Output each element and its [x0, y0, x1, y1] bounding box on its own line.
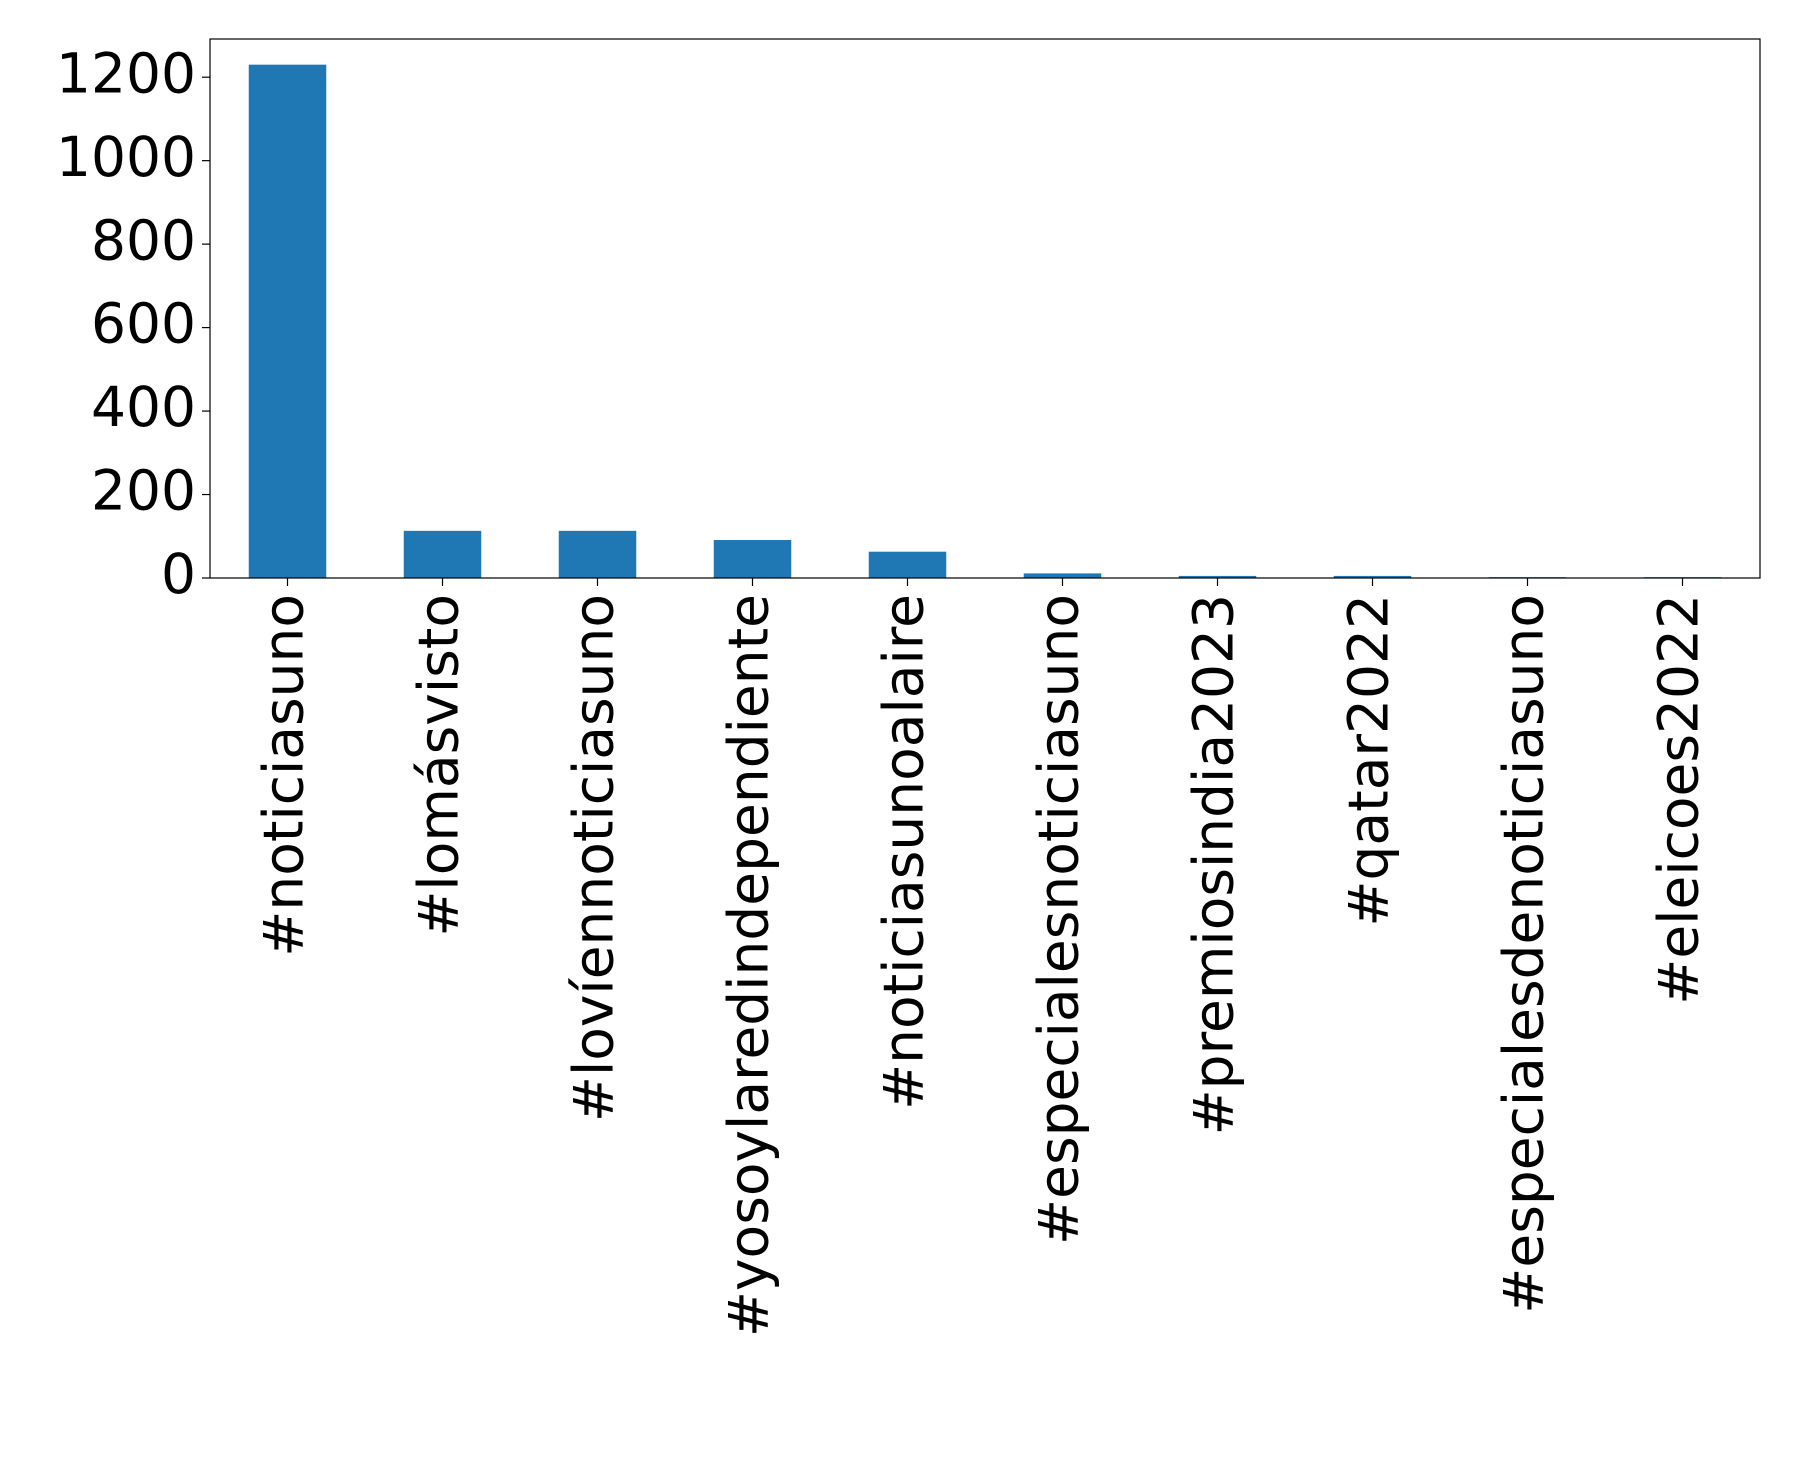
- y-tick-label: 800: [91, 208, 196, 272]
- bar: [1178, 575, 1257, 578]
- x-tick-label: #lomásvisto: [407, 594, 471, 937]
- x-tick-label: #qatar2022: [1337, 594, 1401, 927]
- x-tick-label: #noticiasunoalaire: [872, 594, 936, 1110]
- bar: [248, 64, 327, 578]
- y-tick-label: 1000: [56, 125, 196, 189]
- x-tick-label: #especialesnoticiasuno: [1027, 594, 1091, 1245]
- bar: [558, 530, 637, 578]
- x-tick-label: #especialesdenoticiasuno: [1492, 594, 1556, 1314]
- y-tick-label: 200: [91, 459, 196, 523]
- plot-frame: [209, 38, 1761, 579]
- bar: [868, 551, 947, 578]
- bar: [1333, 575, 1412, 578]
- y-tick-label: 400: [91, 375, 196, 439]
- bar: [403, 530, 482, 578]
- y-tick-label: 600: [91, 292, 196, 356]
- y-tick-label: 1200: [56, 41, 196, 105]
- x-tick-label: #noticiasuno: [252, 594, 316, 957]
- x-tick-label: #premiosindia2023: [1182, 594, 1246, 1135]
- y-tick-label: 0: [161, 542, 196, 606]
- bar: [713, 540, 792, 578]
- x-tick-label: #yosoylaredindependiente: [717, 594, 781, 1337]
- x-tick-label: #lovíennoticiasuno: [562, 594, 626, 1122]
- x-tick-label: #eleicoes2022: [1647, 594, 1711, 1005]
- bar: [1023, 573, 1102, 578]
